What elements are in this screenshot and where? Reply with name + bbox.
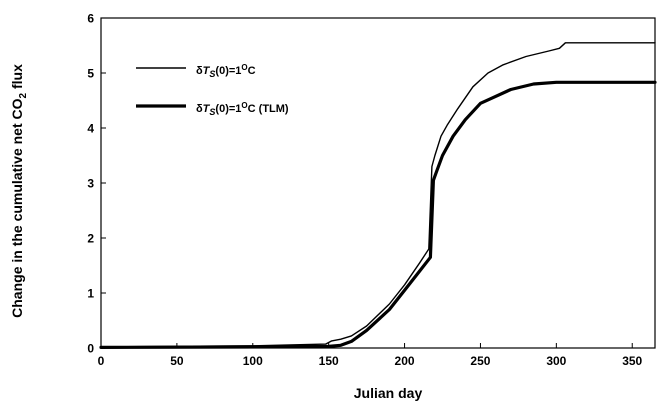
series-lines <box>99 42 657 349</box>
x-tick-label: 0 <box>98 354 105 368</box>
x-tick-label: 100 <box>243 354 263 368</box>
y-tick-label: 1 <box>87 287 94 301</box>
y-axis-label: Change in the cumulative net CO2 flux <box>9 64 29 318</box>
y-tick-label: 5 <box>87 67 94 81</box>
series-line-1 <box>100 42 656 348</box>
y-tick-label: 3 <box>87 177 94 191</box>
y-axis-label-main: Change in the cumulative net CO <box>9 98 25 317</box>
y-axis-label-suffix: flux <box>9 64 25 93</box>
y-tick-label: 2 <box>87 232 94 246</box>
series-line-2 <box>99 80 657 349</box>
legend-label-2: δTS(0)=1OC (TLM) <box>196 101 289 117</box>
y-tick-label: 6 <box>87 12 94 26</box>
y-tick-label: 4 <box>87 122 94 136</box>
x-tick-label: 300 <box>546 354 566 368</box>
x-axis-label: Julian day <box>354 385 423 401</box>
x-tick-label: 350 <box>622 354 642 368</box>
x-tick-label: 200 <box>395 354 415 368</box>
x-tick-label: 50 <box>170 354 184 368</box>
y-axis-label-subscript: 2 <box>18 92 29 98</box>
y-tick-label: 0 <box>87 342 94 356</box>
y-axis-ticks: 0 1 2 3 4 5 6 <box>87 12 106 356</box>
legend: δTS(0)=1OC δTS(0)=1OC (TLM) <box>136 63 289 117</box>
x-tick-label: 150 <box>319 354 339 368</box>
x-axis-ticks: 0 50 100 150 200 250 300 350 <box>98 343 643 368</box>
x-tick-label: 250 <box>470 354 490 368</box>
legend-label-1: δTS(0)=1OC <box>196 63 256 79</box>
